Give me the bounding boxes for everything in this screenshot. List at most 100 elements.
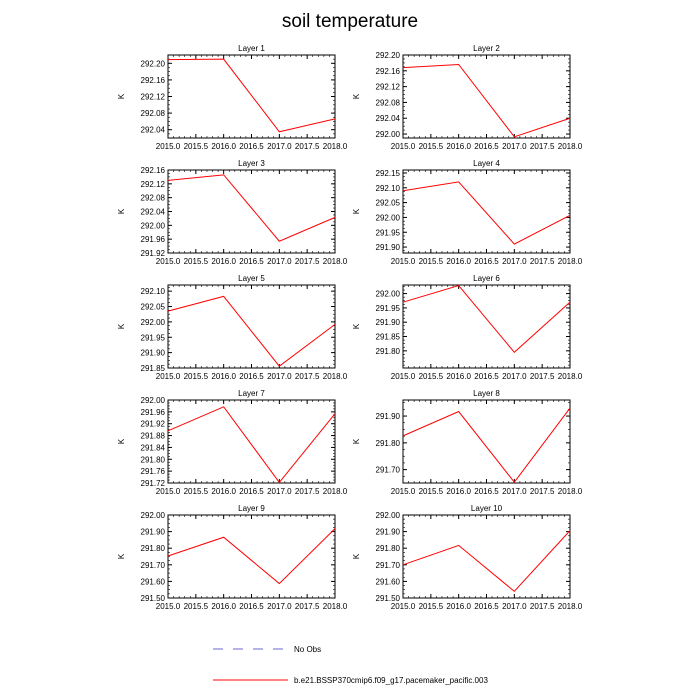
plot-frame xyxy=(167,169,336,254)
y-tick-label: 291.76 xyxy=(141,467,166,476)
x-tick-label: 2015.5 xyxy=(184,602,209,611)
x-tick-label: 2018.0 xyxy=(558,372,583,381)
x-tick-label: 2015.0 xyxy=(391,372,416,381)
series-line xyxy=(167,58,336,133)
series-line xyxy=(167,528,336,585)
legend: No Obs b.e21.BSSP370cmip6.f09_g17.pacema… xyxy=(213,645,488,685)
y-axis-label: K xyxy=(117,438,126,444)
x-tick-label: 2016.5 xyxy=(474,487,499,496)
y-tick-label: 291.85 xyxy=(141,364,166,373)
y-tick-label: 291.92 xyxy=(141,249,166,258)
series-line xyxy=(402,63,571,138)
y-tick-label: 292.00 xyxy=(141,511,166,520)
x-tick-label: 2015.0 xyxy=(391,602,416,611)
y-tick-label: 292.10 xyxy=(376,184,401,193)
x-tick-label: 2016.0 xyxy=(446,487,471,496)
y-tick-label: 291.95 xyxy=(376,228,401,237)
x-tick-label: 2016.0 xyxy=(211,372,236,381)
y-tick-label: 291.90 xyxy=(376,318,401,327)
x-tick-label: 2015.5 xyxy=(419,602,444,611)
x-tick-label: 2015.5 xyxy=(184,142,209,151)
x-tick-label: 2016.5 xyxy=(239,487,264,496)
series-line xyxy=(167,295,336,367)
panel-title: Layer 5 xyxy=(238,274,265,283)
y-tick-label: 292.00 xyxy=(376,290,401,299)
plot-frame xyxy=(402,284,571,369)
x-tick-label: 2017.0 xyxy=(267,257,292,266)
y-axis-label: K xyxy=(117,93,126,99)
y-tick-label: 292.20 xyxy=(141,59,166,68)
y-tick-label: 292.16 xyxy=(376,67,401,76)
x-tick-label: 2018.0 xyxy=(323,257,348,266)
y-tick-label: 291.88 xyxy=(141,432,166,441)
y-tick-label: 291.85 xyxy=(376,333,401,342)
y-tick-label: 291.95 xyxy=(376,304,401,313)
x-tick-label: 2015.0 xyxy=(156,487,181,496)
y-axis-label: K xyxy=(117,553,126,559)
y-tick-label: 291.80 xyxy=(141,455,166,464)
y-tick-label: 291.70 xyxy=(376,561,401,570)
y-axis-label: K xyxy=(117,208,126,214)
x-tick-label: 2018.0 xyxy=(558,602,583,611)
y-tick-label: 291.72 xyxy=(141,479,166,488)
y-axis-label: K xyxy=(352,93,361,99)
x-tick-label: 2015.5 xyxy=(419,487,444,496)
y-axis-label: K xyxy=(352,438,361,444)
x-tick-label: 2016.5 xyxy=(239,372,264,381)
x-tick-label: 2017.5 xyxy=(530,372,555,381)
x-tick-label: 2017.5 xyxy=(530,142,555,151)
x-tick-label: 2017.0 xyxy=(267,602,292,611)
y-tick-label: 291.70 xyxy=(376,466,401,475)
x-tick-label: 2017.5 xyxy=(530,602,555,611)
x-tick-label: 2016.0 xyxy=(211,602,236,611)
y-tick-label: 292.12 xyxy=(141,93,166,102)
figure-title: soil temperature xyxy=(282,11,418,32)
y-axis-label: K xyxy=(352,553,361,559)
y-tick-label: 292.00 xyxy=(141,318,166,327)
x-tick-label: 2017.5 xyxy=(295,487,320,496)
y-tick-label: 291.90 xyxy=(141,349,166,358)
y-tick-label: 291.90 xyxy=(376,528,401,537)
y-tick-label: 291.80 xyxy=(376,544,401,553)
y-tick-label: 291.90 xyxy=(376,412,401,421)
x-tick-label: 2016.0 xyxy=(446,142,471,151)
x-tick-label: 2017.5 xyxy=(530,257,555,266)
panel-title: Layer 9 xyxy=(238,504,265,513)
y-tick-label: 291.60 xyxy=(376,577,401,586)
x-tick-label: 2015.5 xyxy=(419,372,444,381)
x-tick-label: 2018.0 xyxy=(323,372,348,381)
x-tick-label: 2015.0 xyxy=(391,257,416,266)
y-tick-label: 291.84 xyxy=(141,443,166,452)
y-tick-label: 291.60 xyxy=(141,577,166,586)
x-tick-label: 2016.0 xyxy=(446,602,471,611)
x-tick-label: 2017.5 xyxy=(295,257,320,266)
x-tick-label: 2017.0 xyxy=(267,487,292,496)
x-tick-label: 2015.0 xyxy=(156,372,181,381)
y-tick-label: 292.12 xyxy=(376,83,401,92)
x-tick-label: 2017.0 xyxy=(502,487,527,496)
y-axis-label: K xyxy=(352,208,361,214)
panel-title: Layer 8 xyxy=(473,389,500,398)
x-tick-label: 2018.0 xyxy=(558,487,583,496)
x-tick-label: 2015.0 xyxy=(156,602,181,611)
x-tick-label: 2016.5 xyxy=(239,142,264,151)
series-line xyxy=(402,407,571,484)
x-tick-label: 2015.5 xyxy=(184,372,209,381)
panel-title: Layer 4 xyxy=(473,159,500,168)
y-tick-label: 291.70 xyxy=(141,561,166,570)
x-tick-label: 2017.5 xyxy=(295,372,320,381)
y-tick-label: 292.16 xyxy=(141,166,166,175)
y-tick-label: 292.10 xyxy=(141,287,166,296)
legend-model-label: b.e21.BSSP370cmip6.f09_g17.pacemaker_pac… xyxy=(294,676,488,685)
x-tick-label: 2016.5 xyxy=(239,257,264,266)
x-tick-label: 2017.5 xyxy=(295,142,320,151)
x-tick-label: 2017.5 xyxy=(295,602,320,611)
y-tick-label: 292.16 xyxy=(141,76,166,85)
y-axis-label: K xyxy=(117,323,126,329)
